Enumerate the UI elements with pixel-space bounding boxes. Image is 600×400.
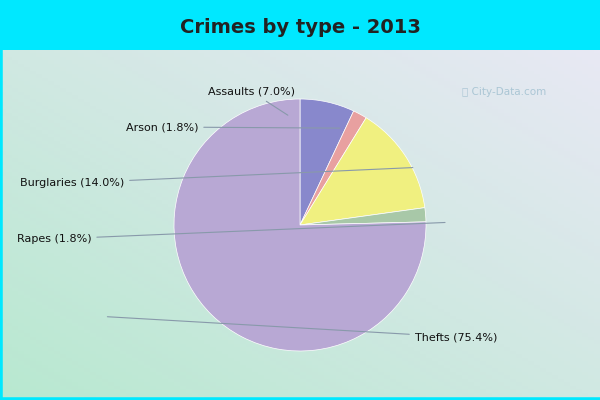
Wedge shape bbox=[300, 118, 425, 225]
Wedge shape bbox=[300, 208, 426, 225]
Text: Thefts (75.4%): Thefts (75.4%) bbox=[107, 317, 497, 342]
Text: Rapes (1.8%): Rapes (1.8%) bbox=[17, 222, 445, 244]
Text: Arson (1.8%): Arson (1.8%) bbox=[126, 122, 340, 132]
Wedge shape bbox=[300, 111, 366, 225]
Text: Burglaries (14.0%): Burglaries (14.0%) bbox=[20, 168, 413, 188]
Wedge shape bbox=[300, 99, 353, 225]
Wedge shape bbox=[174, 99, 426, 351]
Text: ⓘ City-Data.com: ⓘ City-Data.com bbox=[462, 87, 546, 97]
Text: Assaults (7.0%): Assaults (7.0%) bbox=[209, 87, 296, 115]
Text: Crimes by type - 2013: Crimes by type - 2013 bbox=[179, 18, 421, 37]
